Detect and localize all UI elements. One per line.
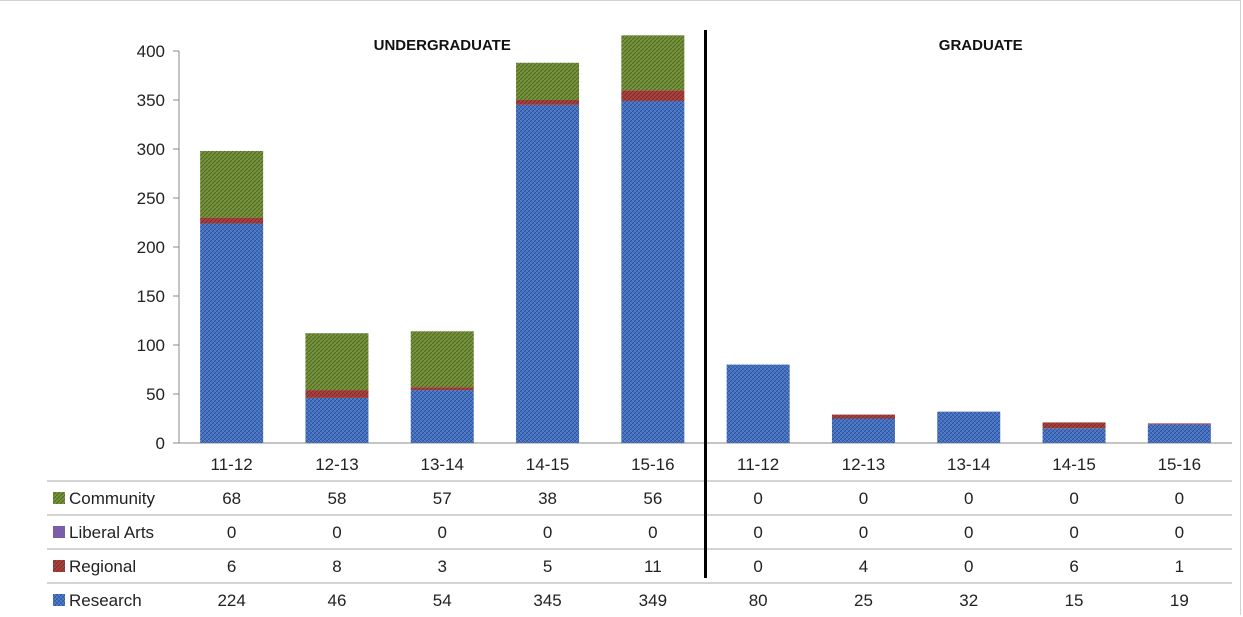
y-tick-label: 250 — [137, 189, 165, 208]
bar-research — [1042, 428, 1106, 443]
bar-research — [1147, 424, 1211, 443]
table-cell: 0 — [648, 523, 657, 542]
bar-research — [516, 104, 580, 444]
bar-regional — [831, 414, 895, 419]
y-tick-label: 0 — [156, 434, 165, 453]
group-title: GRADUATE — [939, 37, 1023, 54]
table-cell: 32 — [959, 591, 978, 610]
y-tick-label: 150 — [137, 287, 165, 306]
x-tick-label: 11-12 — [211, 455, 253, 474]
table-cell: 0 — [1175, 489, 1184, 508]
bar-regional — [305, 390, 369, 398]
table-cell: 0 — [438, 523, 447, 542]
bar-research — [726, 364, 790, 443]
table-cell: 5 — [543, 557, 552, 576]
table-cell: 0 — [1069, 523, 1078, 542]
x-tick-label: 13-14 — [947, 455, 990, 474]
x-tick-label: 14-15 — [1052, 455, 1095, 474]
table-cell: 0 — [332, 523, 341, 542]
table-cell: 0 — [964, 523, 973, 542]
bar-research — [305, 397, 369, 443]
table-cell: 15 — [1065, 591, 1084, 610]
table-cell: 19 — [1170, 591, 1189, 610]
bar-regional — [410, 387, 474, 391]
bar-community — [200, 150, 264, 218]
legend-key-community — [53, 492, 65, 504]
y-tick-label: 400 — [137, 42, 165, 61]
bar-community — [621, 35, 685, 91]
table-cell: 0 — [227, 523, 236, 542]
table-cell: 0 — [1069, 489, 1078, 508]
bar-research — [410, 390, 474, 443]
table-cell: 58 — [327, 489, 346, 508]
table-cell: 224 — [217, 591, 245, 610]
bar-regional — [1147, 423, 1211, 425]
table-cell: 0 — [859, 489, 868, 508]
y-tick-label: 200 — [137, 238, 165, 257]
table-cell: 0 — [964, 557, 973, 576]
legend-label-regional: Regional — [69, 557, 136, 576]
x-tick-label: 15-16 — [631, 455, 674, 474]
bar-community — [305, 333, 369, 391]
table-cell: 3 — [438, 557, 447, 576]
table-cell: 349 — [639, 591, 667, 610]
bar-regional — [516, 100, 580, 105]
legend-key-regional — [53, 560, 65, 572]
y-tick-label: 100 — [137, 336, 165, 355]
data-table: 11-12 12-13 13-14 14-15 15-16 11-12 12-13 13-14… — [47, 30, 1232, 610]
bar-research — [937, 411, 1001, 443]
x-tick-label: 12-13 — [315, 455, 358, 474]
table-cell: 56 — [643, 489, 662, 508]
bar-research — [200, 223, 264, 443]
table-cell: 0 — [753, 557, 762, 576]
legend-key-liberal-arts — [53, 526, 65, 538]
table-cell: 57 — [433, 489, 452, 508]
group-title: UNDERGRADUATE — [374, 37, 511, 54]
legend-key-research — [53, 594, 65, 606]
legend-label-research: Research — [69, 591, 142, 610]
table-cell: 80 — [749, 591, 768, 610]
table-cell: 4 — [859, 557, 868, 576]
table-cell: 25 — [854, 591, 873, 610]
table-cell: 54 — [433, 591, 452, 610]
x-tick-label: 15-16 — [1158, 455, 1201, 474]
x-tick-label: 11-12 — [737, 455, 779, 474]
table-cell: 6 — [1069, 557, 1078, 576]
bar-research — [621, 100, 685, 443]
bar-regional — [621, 90, 685, 101]
bar-layer — [200, 35, 1211, 444]
table-cell: 11 — [644, 557, 662, 576]
table-cell: 68 — [222, 489, 241, 508]
y-tick-label: 50 — [146, 385, 165, 404]
table-cell: 0 — [964, 489, 973, 508]
bar-research — [831, 418, 895, 443]
bar-regional — [1042, 422, 1106, 429]
table-cell: 345 — [533, 591, 561, 610]
x-tick-label: 13-14 — [421, 455, 464, 474]
bar-community — [410, 331, 474, 388]
table-cell: 46 — [327, 591, 346, 610]
table-cell: 6 — [227, 557, 236, 576]
table-cell: 0 — [543, 523, 552, 542]
table-cell: 38 — [538, 489, 557, 508]
bar-regional — [200, 217, 264, 224]
x-tick-label: 12-13 — [842, 455, 885, 474]
table-cell: 1 — [1175, 557, 1184, 576]
table-cell: 8 — [332, 557, 341, 576]
table-cell: 0 — [1175, 523, 1184, 542]
legend-label-liberal-arts: Liberal Arts — [69, 523, 154, 542]
y-tick-label: 350 — [137, 91, 165, 110]
legend-label-community: Community — [69, 489, 155, 508]
table-cell: 0 — [753, 489, 762, 508]
table-cell: 0 — [753, 523, 762, 542]
x-tick-label: 14-15 — [526, 455, 569, 474]
y-tick-label: 300 — [137, 140, 165, 159]
bar-community — [516, 62, 580, 100]
table-cell: 0 — [859, 523, 868, 542]
